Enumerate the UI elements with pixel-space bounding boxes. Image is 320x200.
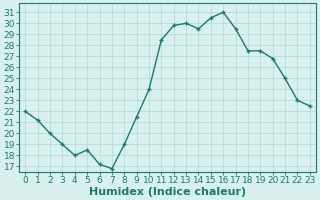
X-axis label: Humidex (Indice chaleur): Humidex (Indice chaleur) bbox=[89, 187, 246, 197]
